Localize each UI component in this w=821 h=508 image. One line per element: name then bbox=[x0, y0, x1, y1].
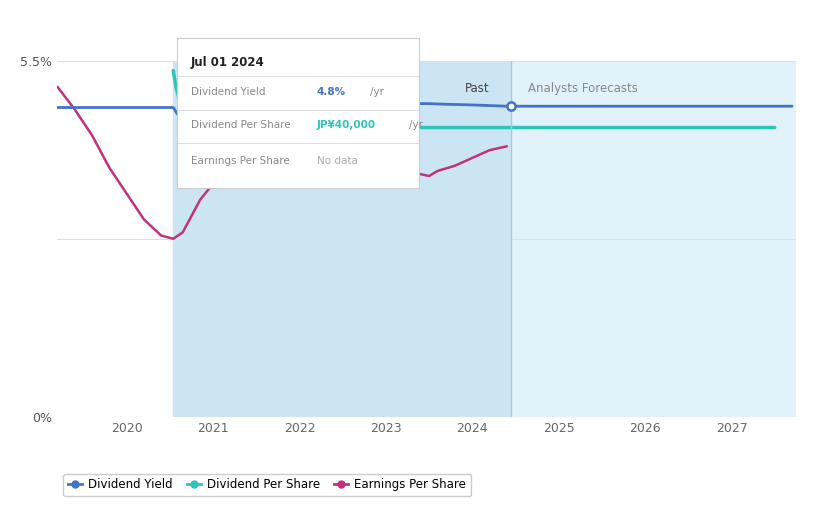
Text: /yr: /yr bbox=[370, 87, 384, 97]
Text: Earnings Per Share: Earnings Per Share bbox=[191, 156, 290, 166]
Text: /yr: /yr bbox=[409, 120, 423, 130]
Text: Analysts Forecasts: Analysts Forecasts bbox=[529, 82, 639, 94]
Text: Past: Past bbox=[465, 82, 489, 94]
Legend: Dividend Yield, Dividend Per Share, Earnings Per Share: Dividend Yield, Dividend Per Share, Earn… bbox=[63, 473, 471, 496]
Text: No data: No data bbox=[317, 156, 358, 166]
Point bbox=[505, 102, 518, 110]
Bar bbox=[511, 61, 796, 417]
Text: JP¥40,000: JP¥40,000 bbox=[317, 120, 376, 130]
Text: Jul 01 2024: Jul 01 2024 bbox=[191, 55, 265, 69]
Text: Dividend Yield: Dividend Yield bbox=[191, 87, 265, 97]
Text: 4.8%: 4.8% bbox=[317, 87, 346, 97]
Bar bbox=[173, 61, 511, 417]
Text: Dividend Per Share: Dividend Per Share bbox=[191, 120, 291, 130]
